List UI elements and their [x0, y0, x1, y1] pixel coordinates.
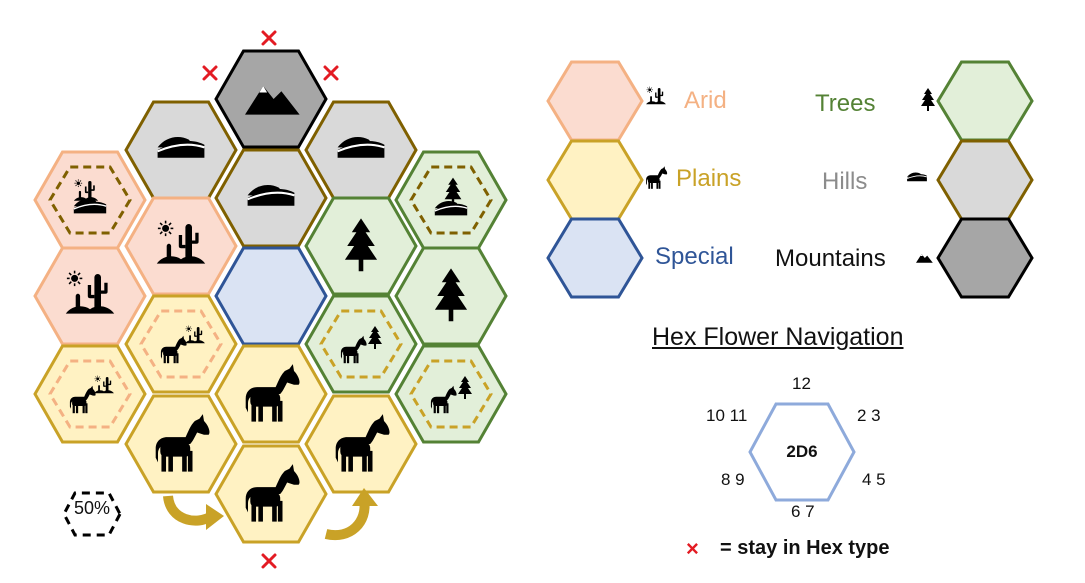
- legend-label-plains: Plains: [676, 165, 742, 192]
- legend-label-trees: Trees: [815, 90, 876, 117]
- direction-top-left: 10 11: [706, 406, 748, 425]
- direction-bottom-right: 4 5: [862, 470, 886, 489]
- stay-marker-upper-right-icon: [323, 65, 339, 81]
- stay-marker-top-icon: [261, 30, 277, 46]
- horse-icon: [646, 166, 668, 189]
- stay-marker-bottom-icon: [261, 553, 277, 569]
- legend-hex-plains: [546, 139, 644, 221]
- curved-arrow-right-icon: [324, 488, 378, 541]
- hex-special-center: [214, 246, 328, 346]
- navigation-hex: [748, 402, 856, 502]
- direction-top: 12: [792, 374, 811, 393]
- direction-top-right: 2 3: [857, 406, 881, 425]
- hex-grid: [33, 49, 508, 544]
- legend-label-special: Special: [655, 243, 734, 270]
- legend-hex-trees: [936, 60, 1034, 142]
- legend-label-hills: Hills: [822, 168, 868, 195]
- legend-hexes: [546, 60, 1034, 299]
- stay-marker-legend-label: = stay in Hex type: [720, 537, 890, 559]
- legend-hex-special: [546, 217, 644, 299]
- tree-icon: [921, 88, 935, 111]
- legend-hex-hills: [936, 139, 1034, 221]
- legend-hex-mountains: [936, 217, 1034, 299]
- curved-arrow-left-icon: [163, 495, 224, 530]
- inner-hex-trees-plains-50-upper: [319, 309, 403, 379]
- legend-label-mountains: Mountains: [775, 245, 886, 272]
- fifty-percent-label: 50%: [73, 498, 111, 518]
- mountain-icon: [916, 254, 933, 263]
- direction-bottom-left: 8 9: [721, 470, 745, 489]
- inner-hex-plains-arid-50-upper: [139, 309, 223, 379]
- stay-marker-upper-left-icon: [202, 65, 218, 81]
- navigation-center-label: 2D6: [786, 442, 818, 461]
- inner-hex-arid-hills-50: [48, 165, 132, 235]
- inner-hex-plains-arid-50-left: [48, 359, 132, 429]
- stay-marker-legend-icon: ×: [686, 536, 699, 561]
- inner-hex-trees-hills-50: [409, 165, 493, 235]
- hills-icon: [906, 172, 928, 182]
- legend-hex-arid: [546, 60, 644, 142]
- cactus-sun-icon: [645, 86, 667, 105]
- inner-hex-trees-plains-50-right: [409, 359, 493, 429]
- inner-hex-overlays: [48, 165, 493, 429]
- navigation-title: Hex Flower Navigation: [652, 323, 904, 351]
- legend-label-arid: Arid: [684, 87, 727, 114]
- direction-bottom: 6 7: [791, 502, 815, 521]
